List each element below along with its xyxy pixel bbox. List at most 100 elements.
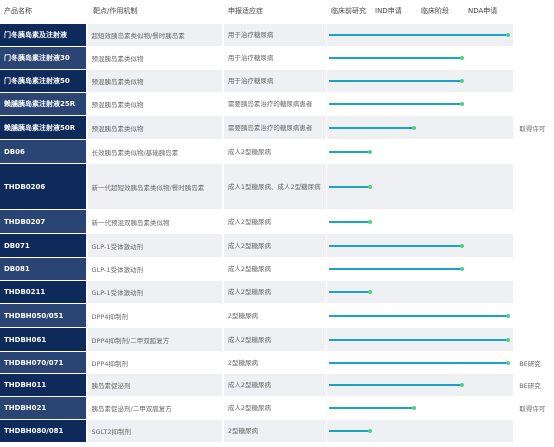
product-name: DB071 — [0, 234, 86, 257]
progress-track — [327, 281, 514, 303]
table-row: 门冬胰岛素注射液30 预混胰岛素类似物 用于治疗糖尿病 — [0, 47, 554, 69]
table-row: THDB0206 新一代超短效胰岛素类似物/餐时胰岛素 成人1型糖尿病、成人2型糖尿… — [0, 164, 554, 209]
progress-bar — [329, 314, 508, 317]
status-note — [515, 24, 554, 46]
product-indication: 成人2型糖尿病 — [223, 234, 327, 257]
progress-bar — [329, 220, 370, 223]
product-target: 预混胰岛素类似物 — [87, 47, 222, 69]
product-target: 预混胰岛素类似物 — [87, 116, 222, 139]
progress-dot — [368, 219, 373, 224]
table-row: THDBH011 胰岛素促泌剂 成人2型糖尿病 BE研究 — [0, 374, 554, 396]
progress-dot — [460, 243, 465, 248]
progress-track — [327, 24, 514, 46]
status-note — [515, 304, 554, 327]
status-note — [515, 210, 554, 233]
product-name: THDBH021 — [0, 397, 86, 419]
product-name: 门冬胰岛素注射液30 — [0, 47, 86, 69]
progress-track — [327, 210, 514, 233]
status-note — [515, 164, 554, 209]
product-name: THDBH011 — [0, 374, 86, 396]
table-row: DB081 GLP-1受体激动剂 成人2型糖尿病 — [0, 258, 554, 280]
progress-track — [327, 374, 514, 396]
product-name: THDB0207 — [0, 210, 86, 233]
header-nda: NDA申请 — [468, 7, 498, 15]
table-row: THDB0207 新一代预混双胰岛素类似物 成人2型糖尿病 — [0, 210, 554, 233]
product-indication: 成人2型糖尿病 — [223, 397, 327, 419]
product-name: 赖脯胰岛素注射液25R — [0, 93, 86, 115]
progress-bar — [329, 430, 370, 432]
status-note — [515, 281, 554, 303]
progress-bar — [329, 268, 462, 270]
progress-bar — [329, 34, 508, 36]
progress-bar — [329, 361, 508, 364]
progress-bar — [329, 291, 370, 293]
progress-bar — [329, 185, 370, 188]
table-row: 门冬胰岛素及注射液 超短效胰岛素类似物/餐时胰岛素 用于治疗糖尿病 — [0, 24, 554, 46]
product-indication: 用于治疗糖尿病 — [223, 70, 327, 92]
product-indication: 2型糖尿病 — [223, 352, 327, 373]
product-name: THDBH061 — [0, 328, 86, 351]
status-note — [515, 420, 554, 442]
progress-dot — [506, 337, 511, 342]
product-name: THDB0211 — [0, 281, 86, 303]
table-row: THDB0211 GLP-1受体激动剂 成人2型糖尿病 — [0, 281, 554, 303]
header-ind: IND申请 — [375, 7, 402, 15]
status-note — [515, 70, 554, 92]
progress-bar — [329, 57, 462, 59]
progress-dot — [506, 313, 511, 318]
status-note — [515, 47, 554, 69]
product-indication: 用于治疗糖尿病 — [223, 24, 327, 46]
progress-bar — [329, 338, 508, 341]
progress-dot — [368, 184, 373, 189]
product-target: 超短效胰岛素类似物/餐时胰岛素 — [87, 24, 222, 46]
progress-track — [327, 116, 514, 139]
progress-dot — [460, 79, 465, 83]
header-indication: 申报适应症 — [228, 7, 263, 15]
product-indication: 2型糖尿病 — [223, 304, 327, 327]
product-name: THDBH080/081 — [0, 420, 86, 442]
status-note: 取得许可 — [519, 124, 546, 133]
progress-track — [327, 397, 514, 419]
status-note — [515, 234, 554, 257]
progress-track — [327, 234, 514, 257]
product-name: 门冬胰岛素注射液50 — [0, 70, 86, 92]
product-indication: 成人2型糖尿病 — [223, 281, 327, 303]
product-indication: 需要胰岛素治疗的糖尿病患者 — [223, 116, 327, 139]
product-target: DPP4抑制剂/二甲双胍复方 — [87, 328, 222, 351]
table-row: THDBH080/081 SGLT2抑制剂 2型糖尿病 — [0, 420, 554, 442]
table-row: THDBH050/051 DPP4抑制剂 2型糖尿病 — [0, 304, 554, 327]
product-name: DB06 — [0, 140, 86, 163]
product-target: GLP-1受体激动剂 — [87, 281, 222, 303]
progress-track — [327, 47, 514, 69]
status-note: BE研究 — [519, 359, 541, 368]
product-indication: 2型糖尿病 — [223, 420, 327, 442]
header-product-name: 产品名称 — [4, 7, 32, 15]
product-target: 胰岛素促泌剂/二甲双胍复方 — [87, 397, 222, 419]
progress-dot — [412, 406, 417, 410]
progress-track — [327, 420, 514, 442]
product-target: 预混胰岛素类似物 — [87, 93, 222, 115]
progress-bar — [329, 384, 462, 386]
table-row: DB071 GLP-1受体激动剂 成人2型糖尿病 — [0, 234, 554, 257]
header-preclinical: 临床前研究 — [331, 7, 366, 15]
table-row: DB06 长效胰岛素类似物/基础胰岛素 成人2型糖尿病 — [0, 140, 554, 163]
product-name: DB081 — [0, 258, 86, 280]
product-indication: 成人2型糖尿病 — [223, 258, 327, 280]
product-target: DPP4抑制剂 — [87, 304, 222, 327]
table-row: 门冬胰岛素注射液50 预混胰岛素类似物 用于治疗糖尿病 — [0, 70, 554, 92]
progress-track — [327, 70, 514, 92]
product-target: GLP-1受体激动剂 — [87, 258, 222, 280]
progress-dot — [460, 383, 465, 387]
table-row: THDBH021 胰岛素促泌剂/二甲双胍复方 成人2型糖尿病 取得许可 — [0, 397, 554, 419]
product-target: GLP-1受体激动剂 — [87, 234, 222, 257]
progress-bar — [329, 103, 462, 105]
table-row: THDBH070/071 DPP4抑制剂 2型糖尿病 BE研究 — [0, 352, 554, 373]
progress-bar — [329, 80, 462, 82]
progress-track — [327, 328, 514, 351]
product-indication: 用于治疗糖尿病 — [223, 47, 327, 69]
product-indication: 成人2型糖尿病 — [223, 328, 327, 351]
progress-dot — [506, 360, 511, 365]
progress-dot — [368, 429, 373, 433]
table-row: 赖脯胰岛素注射液50R 预混胰岛素类似物 需要胰岛素治疗的糖尿病患者 取得许可 — [0, 116, 554, 139]
status-note — [515, 328, 554, 351]
